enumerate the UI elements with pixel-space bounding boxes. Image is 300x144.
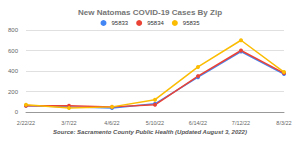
- svg-text:8/3/22: 8/3/22: [276, 120, 291, 126]
- svg-text:0: 0: [15, 109, 19, 115]
- svg-text:3/7/22: 3/7/22: [61, 120, 76, 126]
- svg-text:5/10/22: 5/10/22: [146, 120, 164, 126]
- svg-text:6/14/22: 6/14/22: [189, 120, 207, 126]
- svg-text:7/12/22: 7/12/22: [232, 120, 250, 126]
- svg-text:95835: 95835: [183, 20, 200, 26]
- svg-text:4/6/22: 4/6/22: [104, 120, 119, 126]
- svg-text:200: 200: [8, 89, 19, 95]
- svg-text:2/22/22: 2/22/22: [17, 120, 35, 126]
- svg-text:New Natomas COVID-19 Cases By: New Natomas COVID-19 Cases By Zip: [78, 8, 222, 17]
- svg-text:800: 800: [8, 27, 19, 33]
- svg-text:600: 600: [8, 48, 19, 54]
- svg-text:Source: Sacramento County Publ: Source: Sacramento County Public Health …: [53, 129, 247, 135]
- svg-text:95834: 95834: [147, 20, 164, 26]
- svg-text:95833: 95833: [111, 20, 128, 26]
- svg-text:400: 400: [8, 68, 19, 74]
